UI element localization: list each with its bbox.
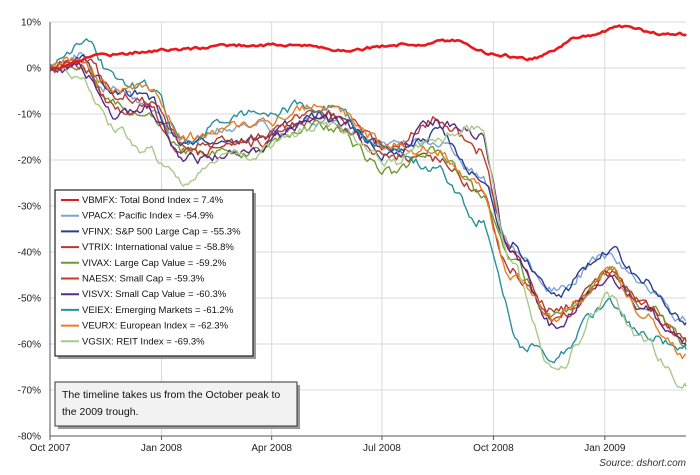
- legend-item: VEIEX: Emerging Markets = -61.2%: [82, 305, 234, 316]
- axes: 10%0%-10%-20%-30%-40%-50%-60%-70%-80%Oct…: [18, 18, 686, 454]
- y-tick-label: -10%: [18, 110, 41, 121]
- series-line-visvx: [49, 62, 687, 346]
- legend-item: VBMFX: Total Bond Index = 7.4%: [82, 195, 224, 206]
- y-tick-label: -60%: [18, 340, 41, 351]
- x-tick-label: Oct 2008: [473, 443, 514, 454]
- y-tick-label: -50%: [18, 294, 41, 305]
- y-tick-label: -30%: [18, 202, 41, 213]
- annotation-box: The timeline takes us from the October p…: [54, 381, 300, 429]
- y-tick-label: -20%: [18, 156, 41, 167]
- legend-item: VEURX: European Index = -62.3%: [82, 321, 229, 332]
- legend-box: [54, 189, 254, 357]
- y-tick-label: -80%: [18, 432, 41, 443]
- legend: VBMFX: Total Bond Index = 7.4% VPACX: Pac…: [54, 189, 256, 359]
- series-line-vbmfx: [49, 24, 687, 70]
- legend-item: VFINX: S&P 500 Large Cap = -55.3%: [82, 226, 241, 237]
- y-tick-label: 10%: [21, 18, 41, 29]
- series-line-naesx: [49, 61, 687, 342]
- series-lines: [49, 24, 687, 389]
- annotation-text: The timeline takes us from the October p…: [62, 389, 280, 401]
- x-tick-label: Oct 2007: [30, 443, 71, 454]
- legend-item: VGSIX: REIT Index = -69.3%: [82, 336, 205, 347]
- x-tick-label: Jan 2008: [141, 443, 183, 454]
- x-tick-label: Apr 2008: [251, 443, 292, 454]
- annotation-frame: [54, 381, 298, 427]
- x-tick-label: Jan 2009: [584, 443, 626, 454]
- y-tick-label: -70%: [18, 386, 41, 397]
- legend-item: VISVX: Small Cap Value = -60.3%: [82, 289, 227, 300]
- y-tick-label: 0%: [27, 64, 42, 75]
- legend-item: VPACX: Pacific Index = -54.9%: [82, 211, 214, 222]
- legend-item: VIVAX: Large Cap Value = -59.2%: [82, 258, 227, 269]
- legend-item: NAESX: Small Cap = -59.3%: [82, 274, 205, 285]
- series-line-veiex: [49, 38, 687, 364]
- series-line-vgsix: [49, 64, 687, 389]
- series-line-vtrix: [49, 58, 687, 343]
- annotation-text: the 2009 trough.: [62, 406, 138, 418]
- x-tick-label: Jul 2008: [363, 443, 401, 454]
- legend-item: VTRIX: International value = -58.8%: [82, 242, 234, 253]
- series-line-veurx: [49, 56, 687, 360]
- y-tick-label: -40%: [18, 248, 41, 259]
- source-label: Source: dshort.com: [599, 458, 686, 469]
